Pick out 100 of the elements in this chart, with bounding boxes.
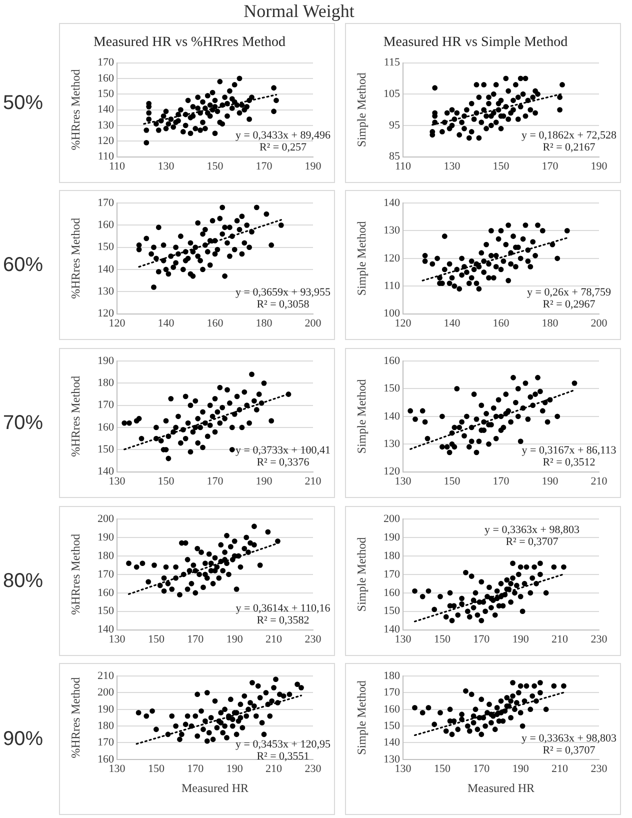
y-tick-label: 150	[98, 605, 114, 618]
x-tick-label: 130	[444, 160, 461, 172]
y-axis-title: %HRres Method	[68, 534, 82, 615]
x-tick-label: 170	[256, 160, 273, 172]
y-tick-label: 180	[98, 720, 114, 732]
text: 90%	[3, 727, 44, 751]
x-tick-label: 130	[108, 762, 126, 775]
x-tick-label: 160	[492, 317, 510, 330]
y-tick-label: 170	[98, 736, 114, 749]
x-tick-label: 140	[158, 317, 175, 330]
x-tick-label: 140	[444, 317, 461, 330]
annotation: y = 0,3167x + 86,113	[522, 444, 617, 457]
y-tick-label: 170	[98, 196, 114, 209]
x-tick-label: 210	[304, 475, 322, 488]
x-tick-label: 190	[512, 762, 530, 775]
y-tick-label: 190	[384, 531, 400, 544]
y-tick-label: 190	[98, 703, 114, 716]
x-tick-label: 190	[542, 475, 559, 488]
y-tick-label: 170	[98, 56, 114, 69]
y-tick-label: 210	[98, 670, 114, 682]
y-axis-title: Simple Method	[354, 680, 368, 755]
x-tick-label: 150	[148, 633, 165, 646]
y-tick-label: 140	[98, 466, 114, 478]
y-tick-label: 170	[384, 568, 400, 580]
x-tick-label: 210	[266, 762, 283, 775]
y-tick-label: 180	[384, 550, 400, 562]
annotation: R² = 0,257	[259, 142, 308, 154]
annotation: R² = 0,3707	[506, 536, 559, 548]
x-tick-label: 170	[473, 762, 490, 775]
x-tick-label: 170	[187, 633, 204, 646]
y-tick-label: 180	[384, 670, 400, 682]
annotation: y = 0,3363x + 98,803	[522, 732, 617, 744]
annotation: y = 0,3363x + 98,803	[484, 524, 580, 536]
x-tick-label: 190	[256, 475, 273, 488]
y-tick-label: 200	[98, 512, 114, 525]
text: 80%	[3, 569, 44, 593]
y-axis-title: Simple Method	[354, 221, 368, 296]
y-tick-label: 180	[98, 377, 114, 390]
annotation: y = 0,3659x + 93,955	[236, 286, 331, 299]
annotation: R² = 0,3582	[256, 614, 310, 627]
x-tick-label: 230	[590, 633, 608, 646]
text: 60%	[3, 253, 44, 277]
y-tick-label: 200	[98, 686, 114, 699]
y-tick-label: 110	[98, 150, 114, 163]
x-tick-label: 170	[206, 475, 224, 488]
annotation: y = 0,3433x + 89,496	[236, 130, 331, 142]
annotation: y = 0,3453x + 120,95	[236, 738, 331, 750]
y-tick-label: 160	[98, 72, 114, 84]
y-tick-label: 120	[98, 135, 114, 148]
y-axis-title: Simple Method	[354, 72, 368, 147]
x-tick-label: 210	[552, 762, 569, 775]
x-tick-label: 190	[226, 633, 244, 646]
y-tick-label: 160	[98, 586, 114, 599]
x-tick-label: 210	[590, 475, 608, 488]
y-tick-label: 180	[98, 550, 114, 562]
x-tick-label: 170	[492, 475, 510, 488]
y-tick-label: 120	[384, 252, 400, 264]
x-tick-label: 170	[473, 633, 490, 646]
y-tick-label: 95	[389, 119, 400, 132]
x-tick-label: 110	[108, 160, 126, 172]
y-tick-label: 130	[384, 224, 400, 237]
y-tick-label: 130	[98, 286, 114, 298]
y-tick-label: 200	[384, 512, 400, 525]
y-tick-label: 105	[384, 88, 400, 100]
y-tick-label: 160	[98, 421, 114, 434]
x-tick-label: 150	[158, 475, 175, 488]
x-tick-label: 120	[108, 317, 126, 330]
y-tick-label: 120	[98, 308, 114, 320]
y-tick-label: 150	[98, 88, 114, 100]
x-tick-label: 200	[304, 317, 322, 330]
x-tick-label: 150	[444, 475, 461, 488]
y-tick-label: 140	[98, 104, 114, 116]
annotation: R² = 0,3512	[542, 456, 596, 469]
y-tick-label: 160	[98, 219, 114, 232]
y-tick-label: 190	[98, 531, 114, 544]
x-tick-label: 190	[512, 633, 530, 646]
x-axis-title: Measured HR	[182, 780, 248, 795]
y-tick-label: 150	[98, 444, 114, 456]
x-tick-label: 190	[304, 160, 322, 172]
x-tick-label: 180	[256, 317, 273, 330]
y-axis-title: %HRres Method	[68, 677, 82, 758]
y-tick-label: 120	[384, 466, 400, 478]
x-tick-label: 180	[542, 317, 559, 330]
annotation: R² = 0,3058	[256, 298, 310, 311]
annotation: y = 0,1862x + 72,528	[522, 130, 617, 142]
y-axis-title: Simple Method	[354, 537, 368, 612]
y-axis-title: Simple Method	[354, 379, 368, 454]
y-tick-label: 150	[98, 241, 114, 254]
annotation: R² = 0,3376	[256, 456, 310, 469]
y-axis-title: %HRres Method	[68, 218, 82, 299]
annotation: R² = 0,2967	[542, 298, 596, 311]
x-tick-label: 210	[266, 633, 283, 646]
annotation: y = 0,3614x + 110,16	[236, 602, 331, 615]
chart-title: Measured HR vs Simple Method	[383, 35, 568, 50]
x-tick-label: 150	[434, 633, 451, 646]
y-tick-label: 100	[384, 308, 400, 320]
y-axis-title: %HRres Method	[68, 376, 82, 457]
x-tick-label: 200	[590, 317, 608, 330]
chart-title: Measured HR vs %HRres Method	[93, 35, 286, 50]
x-tick-label: 150	[434, 762, 451, 775]
